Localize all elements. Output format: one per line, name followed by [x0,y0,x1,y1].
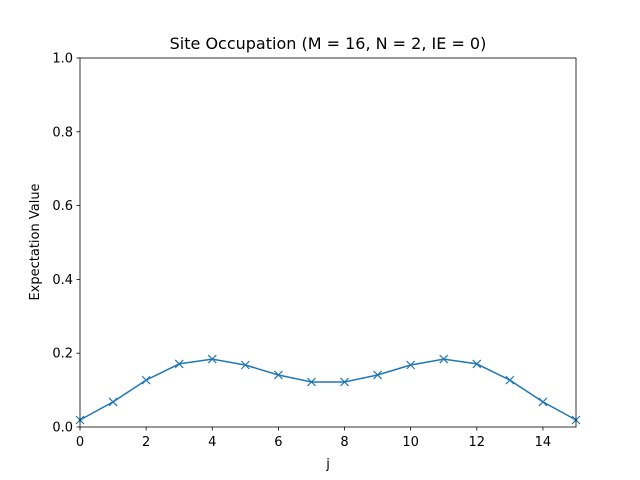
x-tick-label: 2 [142,435,150,450]
x-tick-label: 0 [76,435,84,450]
data-marker [207,354,217,364]
x-tick-label: 12 [469,435,486,450]
data-marker [108,397,118,407]
y-tick-label: 1.0 [52,52,73,67]
data-marker [174,359,184,369]
chart-title: Site Occupation (M = 16, N = 2, IE = 0) [170,34,487,53]
plot-frame [79,57,577,428]
y-axis-label: Expectation Value [28,183,43,300]
y-tick-label: 0.8 [52,125,73,140]
x-tick-label: 8 [340,435,348,450]
data-marker [340,377,349,387]
data-marker [373,370,383,380]
data-line [79,358,577,421]
data-marker [472,359,482,369]
data-marker [439,354,449,364]
y-tick-label: 0.2 [52,347,73,362]
data-marker [505,375,515,385]
x-tick-label: 10 [402,435,419,450]
data-marker [307,377,316,387]
data-marker [240,360,250,370]
data-marker [406,360,416,370]
data-marker [141,375,151,385]
data-marker [273,370,283,380]
y-tick-label: 0.0 [52,421,73,436]
x-tick-label: 6 [274,435,282,450]
x-axis-label: j [325,457,330,472]
x-tick-label: 14 [535,435,552,450]
x-tick-label: 4 [208,435,216,450]
y-tick-label: 0.6 [52,199,73,214]
data-marker [538,397,548,407]
y-tick-label: 0.4 [52,273,73,288]
